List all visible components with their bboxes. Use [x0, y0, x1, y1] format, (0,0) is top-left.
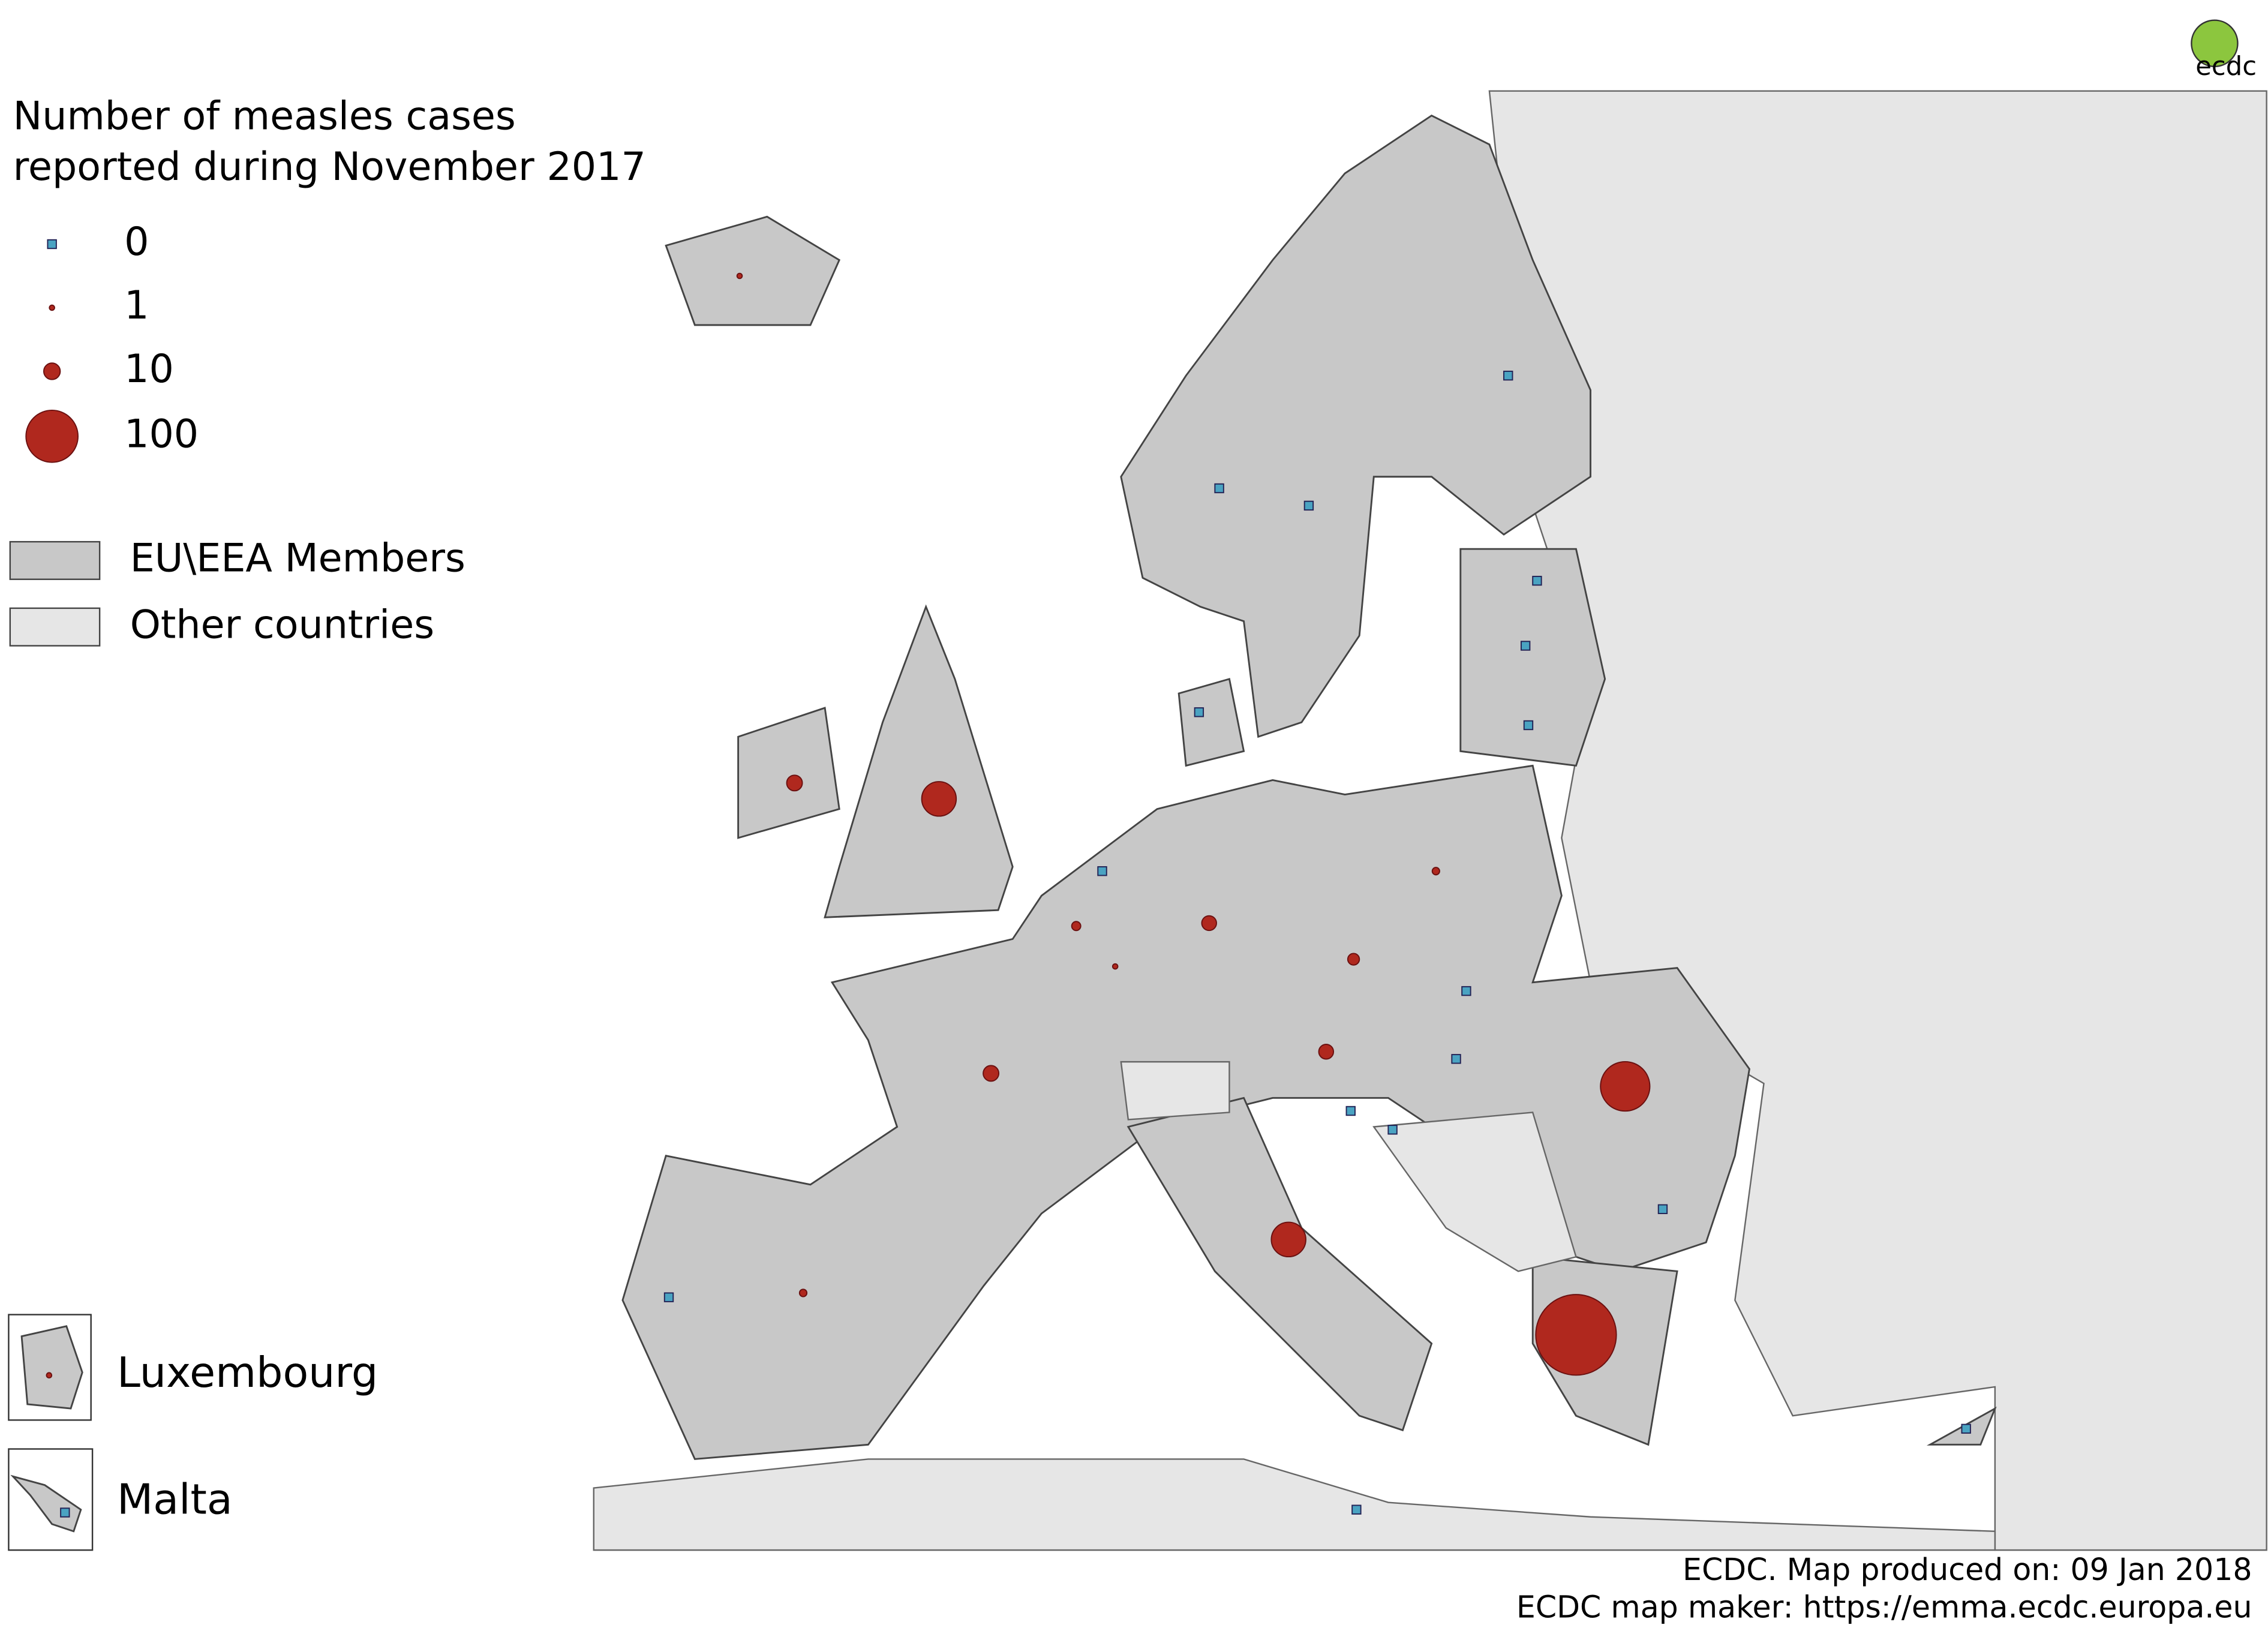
eu-country — [1127, 1097, 1433, 1432]
other-country — [1120, 1061, 1230, 1121]
marker — [25, 410, 79, 463]
footer: ECDC. Map produced on: 09 Jan 2018 — [1683, 1552, 2252, 1587]
marker-zero — [1657, 1204, 1668, 1214]
marker-zero — [663, 1292, 674, 1302]
marker — [1318, 1044, 1335, 1060]
marker-zero — [1451, 1054, 1461, 1064]
marker — [1535, 1294, 1617, 1376]
marker — [736, 272, 743, 280]
marker — [43, 362, 61, 380]
eu-country — [1177, 678, 1245, 767]
marker — [786, 774, 803, 792]
other-country — [1372, 1112, 1577, 1272]
marker-zero — [1503, 370, 1513, 381]
marker-zero — [47, 239, 57, 250]
legend-title: Number of measles cases — [13, 94, 516, 139]
marker-zero — [1532, 575, 1542, 586]
eu-country — [1120, 114, 1591, 738]
marker-zero — [1214, 483, 1224, 494]
legend-label: 100 — [124, 411, 199, 456]
eu-country — [824, 604, 1014, 918]
marker — [1112, 963, 1119, 970]
logo-globe — [2191, 19, 2239, 67]
marker-zero — [1961, 1423, 1971, 1434]
legend-label: 0 — [124, 220, 149, 265]
marker — [49, 304, 55, 311]
footer: ECDC map maker: https://emma.ecdc.europa… — [1516, 1589, 2252, 1624]
marker-zero — [1387, 1125, 1398, 1135]
marker-zero — [1097, 866, 1107, 876]
marker — [1071, 921, 1082, 932]
inset-label: Malta — [117, 1476, 233, 1524]
marker — [46, 1372, 53, 1379]
marker-zero — [1194, 707, 1204, 717]
marker — [798, 1288, 808, 1297]
marker-zero — [1351, 1504, 1362, 1515]
inset-label: Luxembourg — [117, 1348, 378, 1397]
legend-label: EU\EEA Members — [130, 536, 465, 581]
marker-zero — [1523, 720, 1534, 731]
other-countries — [593, 1458, 1996, 1551]
legend-label: 1 — [124, 283, 149, 328]
eu-country — [665, 215, 841, 326]
eu-country — [1459, 548, 1606, 767]
marker — [1600, 1061, 1651, 1112]
marker — [1347, 953, 1360, 966]
marker-zero — [1345, 1106, 1356, 1116]
legend-swatch — [9, 607, 101, 647]
marker-zero — [1303, 500, 1314, 511]
marker-zero — [1461, 986, 1471, 996]
legend-label: 10 — [124, 347, 174, 392]
marker — [1201, 915, 1217, 932]
legend-title: reported during November 2017 — [13, 145, 646, 190]
marker-zero — [60, 1507, 70, 1518]
legend-label: Other countries — [130, 602, 434, 647]
marker — [921, 781, 957, 817]
eu-country — [737, 707, 840, 839]
inset-country — [20, 1325, 83, 1410]
marker-zero — [1520, 641, 1531, 651]
logo: ecdc — [2195, 52, 2257, 82]
inset-country — [10, 1474, 82, 1533]
marker — [1431, 867, 1440, 876]
marker — [983, 1065, 1000, 1082]
basemap — [8, 19, 2267, 1551]
legend-swatch — [9, 540, 101, 580]
marker — [1270, 1221, 1306, 1258]
